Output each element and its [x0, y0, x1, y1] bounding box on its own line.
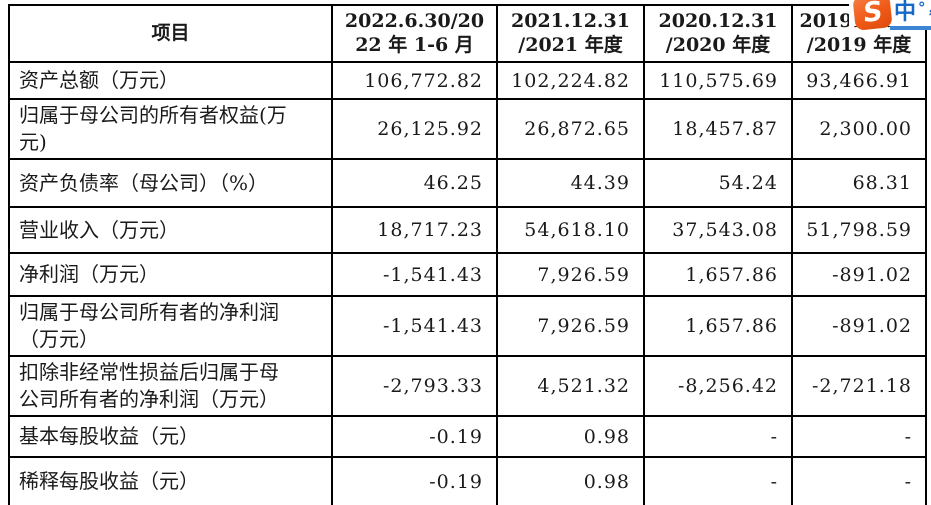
- cell-value: 93,466.91: [791, 61, 927, 100]
- cell-value: 110,575.69: [643, 61, 793, 100]
- row-label: 稀释每股收益（元）: [8, 456, 333, 505]
- row-label: 归属于母公司所有者的净利润 （万元）: [8, 295, 333, 357]
- cell-value: -: [643, 456, 793, 505]
- cell-value: 7,926.59: [496, 252, 645, 297]
- cell-value: -0.19: [331, 456, 498, 505]
- header-row: 项目 2022.6.30/20 22 年 1-6 月 2021.12.31 /2…: [8, 4, 927, 63]
- row-label: 营业收入（万元）: [8, 206, 333, 254]
- header-period-2021: 2021.12.31 /2021 年度: [496, 4, 645, 63]
- cell-value: 1,657.86: [643, 252, 793, 297]
- cell-value: -0.19: [331, 415, 498, 458]
- watermark-marks: °，: [918, 0, 931, 17]
- financial-summary-table: 项目 2022.6.30/20 22 年 1-6 月 2021.12.31 /2…: [8, 4, 927, 505]
- table-row: 资产总额（万元） 106,772.82 102,224.82 110,575.6…: [8, 61, 927, 100]
- row-label: 资产总额（万元）: [8, 61, 333, 100]
- cell-value: 26,125.92: [331, 98, 498, 160]
- row-label: 归属于母公司的所有者权益(万 元): [8, 98, 333, 160]
- table-row: 扣除非经常性损益后归属于母 公司所有者的净利润（万元） -2,793.33 4,…: [8, 355, 927, 417]
- table-row: 基本每股收益（元） -0.19 0.98 - -: [8, 415, 927, 458]
- cell-value: 106,772.82: [331, 61, 498, 100]
- cell-value: 2,300.00: [791, 98, 927, 160]
- cell-value: -: [643, 415, 793, 458]
- table-row: 归属于母公司的所有者权益(万 元) 26,125.92 26,872.65 18…: [8, 98, 927, 160]
- cell-value: 54.24: [643, 158, 793, 208]
- cell-value: 1,657.86: [643, 295, 793, 357]
- cell-value: -2,721.18: [791, 355, 927, 417]
- cell-value: 51,798.59: [791, 206, 927, 254]
- table-row: 稀释每股收益（元） -0.19 0.98 - -: [8, 456, 927, 505]
- watermark-s-letter: S: [862, 0, 883, 29]
- watermark-underline: [890, 26, 931, 30]
- table-row: 资产负债率（母公司）（%） 46.25 44.39 54.24 68.31: [8, 158, 927, 208]
- header-period-2020: 2020.12.31 /2020 年度: [643, 4, 793, 63]
- cell-value: 18,457.87: [643, 98, 793, 160]
- watermark-s-icon: S: [852, 0, 893, 31]
- cell-value: -2,793.33: [331, 355, 498, 417]
- table-row: 归属于母公司所有者的净利润 （万元） -1,541.43 7,926.59 1,…: [8, 295, 927, 357]
- cell-value: -: [791, 415, 927, 458]
- cell-value: 37,543.08: [643, 206, 793, 254]
- cell-value: 46.25: [331, 158, 498, 208]
- header-item-label: 项目: [8, 4, 333, 63]
- cell-value: -891.02: [791, 295, 927, 357]
- cell-value: 54,618.10: [496, 206, 645, 254]
- cell-value: 4,521.32: [496, 355, 645, 417]
- cell-value: -1,541.43: [331, 252, 498, 297]
- cell-value: 26,872.65: [496, 98, 645, 160]
- cell-value: 0.98: [496, 456, 645, 505]
- cell-value: 0.98: [496, 415, 645, 458]
- row-label: 净利润（万元）: [8, 252, 333, 297]
- row-label: 扣除非经常性损益后归属于母 公司所有者的净利润（万元）: [8, 355, 333, 417]
- watermark-zhong-text: 中: [894, 0, 917, 25]
- row-label: 资产负债率（母公司）（%）: [8, 158, 333, 208]
- cell-value: 44.39: [496, 158, 645, 208]
- watermark-logo: S 中 °，: [849, 0, 931, 40]
- cell-value: -891.02: [791, 252, 927, 297]
- header-period-2022: 2022.6.30/20 22 年 1-6 月: [331, 4, 498, 63]
- table-row: 净利润（万元） -1,541.43 7,926.59 1,657.86 -891…: [8, 252, 927, 297]
- cell-value: 102,224.82: [496, 61, 645, 100]
- cell-value: 7,926.59: [496, 295, 645, 357]
- cell-value: -1,541.43: [331, 295, 498, 357]
- row-label: 基本每股收益（元）: [8, 415, 333, 458]
- table-row: 营业收入（万元） 18,717.23 54,618.10 37,543.08 5…: [8, 206, 927, 254]
- cell-value: 68.31: [791, 158, 927, 208]
- cell-value: -8,256.42: [643, 355, 793, 417]
- cell-value: -: [791, 456, 927, 505]
- cell-value: 18,717.23: [331, 206, 498, 254]
